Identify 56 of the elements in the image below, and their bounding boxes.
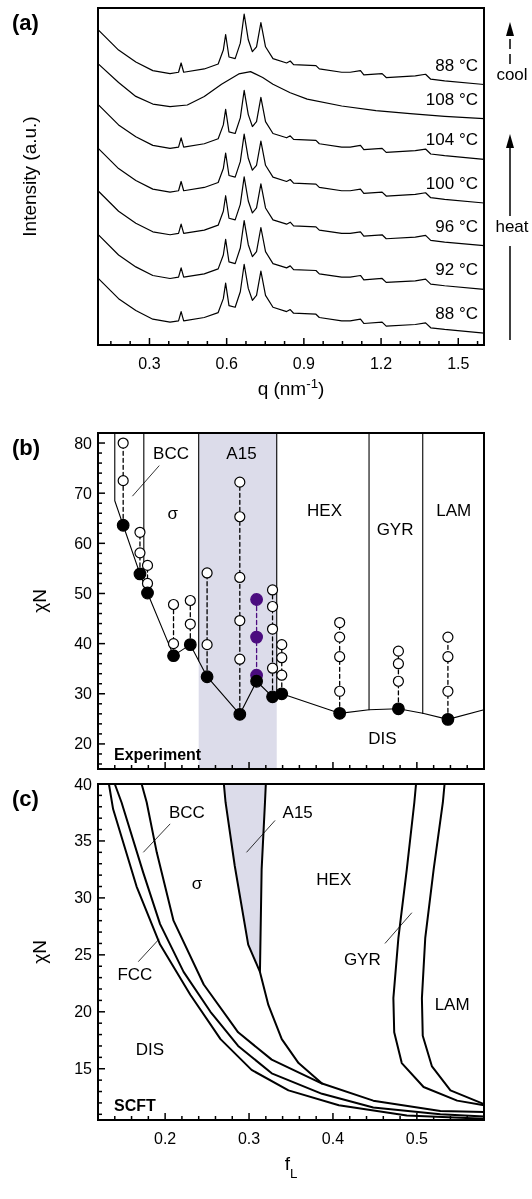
y-axis-title: χN — [29, 940, 50, 964]
series-label: 88 °C — [435, 304, 478, 324]
annotation: HEX — [316, 870, 352, 890]
annotation: GYR — [343, 949, 381, 969]
y-tick-label: 25 — [74, 946, 93, 964]
series-label: 108 °C — [425, 89, 478, 109]
annotation: Experiment — [114, 746, 202, 763]
x-tick-label: 0.2 — [154, 1130, 177, 1147]
y-tick-label: 30 — [74, 685, 93, 703]
annotation: LAM — [436, 500, 472, 520]
annotation: σ — [191, 873, 203, 893]
x-tick-label: 0.9 — [292, 355, 316, 372]
y-tick-label: 20 — [74, 1003, 93, 1021]
chart-title: (a) — [12, 10, 39, 35]
y-tick-label: 40 — [74, 635, 93, 653]
annotation: BCC — [168, 802, 205, 822]
x-tick-label: 1.5 — [447, 355, 470, 372]
annotation: SCFT — [114, 1097, 156, 1114]
x-axis-title: q (nm$^{-1}$) — [257, 375, 325, 399]
series-label: 88 °C — [435, 55, 478, 75]
annotation: A15 — [226, 443, 257, 463]
x-tick-label: 0.3 — [138, 355, 161, 372]
y-tick-label: 70 — [74, 484, 93, 502]
y-tick-label: 80 — [74, 434, 93, 452]
legend-label: 104 °C — [425, 130, 478, 150]
text: heat — [495, 217, 529, 236]
series-label: 100 °C — [425, 174, 478, 193]
chart-title: (c) — [12, 786, 39, 811]
annotation: σ — [167, 503, 179, 523]
y-tick-label: 15 — [74, 1060, 93, 1078]
y-tick-label: 60 — [74, 534, 93, 552]
y-tick-label: 40 — [74, 775, 93, 793]
annotation: DIS — [135, 1039, 165, 1059]
y-tick-label: 35 — [74, 832, 93, 850]
annotation: FCC — [117, 964, 153, 984]
series-label: 96 °C — [435, 216, 478, 236]
annotation: GYR — [376, 519, 414, 539]
annotation: HEX — [307, 500, 343, 520]
y-axis-title: χN — [29, 589, 50, 613]
y-tick-label: 30 — [74, 889, 93, 907]
annotation: BCC — [153, 443, 189, 463]
x-tick-label: 0.3 — [237, 1130, 261, 1147]
x-axis-title: f$_{L}$ — [284, 1153, 298, 1181]
x-tick-label: 0.6 — [215, 355, 238, 372]
y-tick-label: 20 — [74, 735, 93, 753]
text: cool — [496, 65, 528, 84]
annotation: A15 — [282, 802, 313, 822]
x-tick-label: 0.5 — [405, 1130, 429, 1147]
y-tick-label: 50 — [74, 584, 93, 602]
y-axis-title: Intensity (a.u.) — [19, 116, 40, 237]
annotation: DIS — [368, 729, 397, 749]
x-tick-label: 0.4 — [321, 1130, 345, 1147]
x-tick-label: 1.2 — [369, 355, 393, 372]
chart-title: (b) — [12, 435, 41, 460]
series-label: 92 °C — [435, 260, 478, 280]
annotation: LAM — [434, 995, 470, 1015]
